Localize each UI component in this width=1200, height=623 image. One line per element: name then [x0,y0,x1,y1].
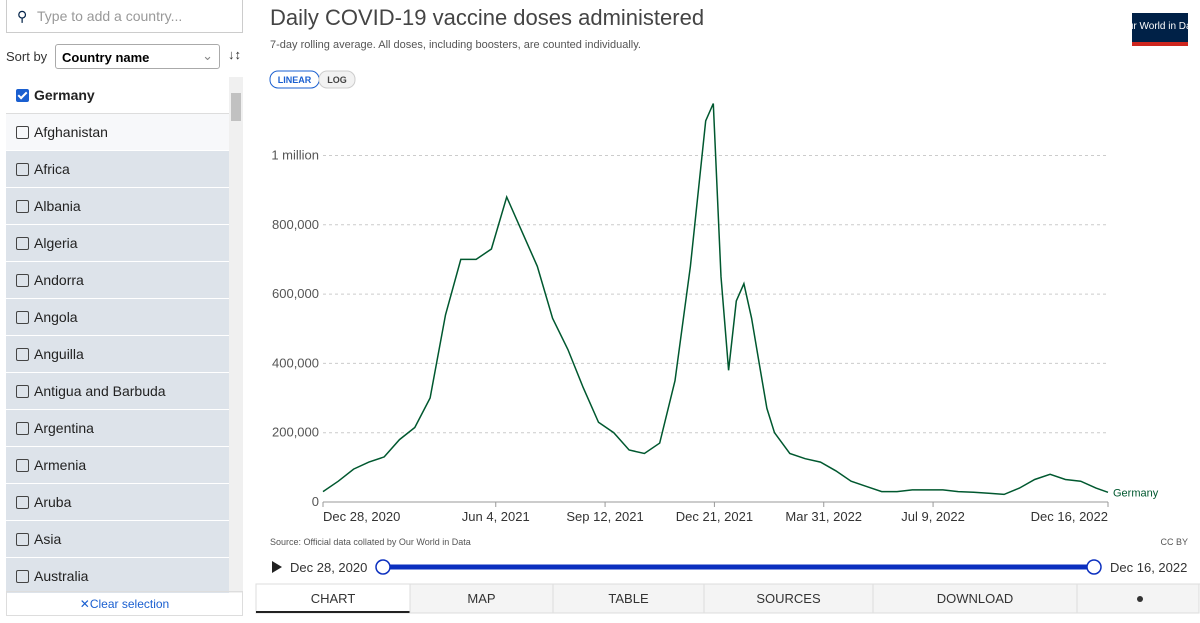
checkbox[interactable] [16,310,29,324]
tab[interactable] [703,583,874,614]
sort-label: Sort by [6,49,48,64]
x-tick-label: Dec 21, 2021 [676,509,753,524]
country-row[interactable]: Asia [6,521,229,558]
tab[interactable] [552,583,705,614]
country-name: Afghanistan [34,124,108,140]
tab-label: SOURCES [756,591,821,606]
timeline-handle-start[interactable] [375,559,391,575]
y-tick-label: 600,000 [272,286,319,301]
checkbox[interactable] [16,495,29,509]
timeline-end: Dec 16, 2022 [1110,560,1187,575]
scrollbar[interactable] [229,77,243,593]
checkbox[interactable] [16,236,29,250]
country-name: Algeria [34,235,78,251]
checkbox[interactable] [16,532,29,546]
country-row[interactable]: Argentina [6,410,229,447]
search-placeholder: Type to add a country... [37,8,183,24]
country-row[interactable]: Andorra [6,262,229,299]
chart-subtitle: 7-day rolling average. All doses, includ… [270,39,641,51]
country-name: Anguilla [34,346,84,362]
logo-text: Our World in Data [1120,21,1200,32]
y-tick-label: 1 million [271,147,319,162]
country-name: Asia [34,531,62,547]
tab-label: MAP [467,591,495,606]
checkbox[interactable] [16,162,29,176]
logo-box[interactable] [1132,13,1188,46]
tab-label: TABLE [608,591,649,606]
country-row[interactable]: Albania [6,188,229,225]
license: CC BY [1160,537,1188,547]
search-box[interactable]: ⚲ Type to add a country... [6,0,243,33]
sidebar: ⚲ Type to add a country... Sort by Countr… [0,0,250,623]
country-row[interactable]: Afghanistan [6,114,229,151]
checkbox[interactable] [16,384,29,398]
checkbox[interactable] [16,347,29,361]
y-tick-label: 200,000 [272,425,319,440]
share-icon [1137,596,1143,602]
country-name: Australia [34,568,89,584]
tab-label: CHART [311,591,356,606]
y-tick-label: 0 [312,494,319,509]
country-name: Armenia [34,457,87,473]
tab[interactable] [409,583,554,614]
checkbox[interactable] [16,199,29,213]
series-label[interactable]: Germany [1113,487,1159,499]
country-name: Albania [34,198,81,214]
scale-button-label: LINEAR [278,75,312,85]
country-name: Argentina [34,420,94,436]
x-tick-label: Mar 31, 2022 [785,509,862,524]
tab-label: DOWNLOAD [937,591,1014,606]
country-row[interactable]: Antigua and Barbuda [6,373,229,410]
x-tick-label: Dec 28, 2020 [323,509,400,524]
timeline-handle-end[interactable] [1086,559,1102,575]
country-row[interactable]: Angola [6,299,229,336]
timeline-start: Dec 28, 2020 [290,560,367,575]
play-button[interactable] [272,561,282,573]
y-tick-label: 800,000 [272,217,319,232]
x-tick-label: Jun 4, 2021 [462,509,530,524]
sort-order-button[interactable]: ↓↕ [228,47,241,62]
country-row[interactable]: Algeria [6,225,229,262]
country-name: Africa [34,161,70,177]
scale-button[interactable] [318,70,356,89]
country-row[interactable]: Aruba [6,484,229,521]
country-name: Angola [34,309,78,325]
country-row[interactable]: Australia [6,558,229,593]
country-name: Andorra [34,272,84,288]
checkbox[interactable] [16,88,29,102]
chart-title: Daily COVID-19 vaccine doses administere… [270,5,704,30]
country-name: Germany [34,87,95,103]
country-name: Aruba [34,494,72,510]
scale-button-label: LOG [327,75,347,85]
x-tick-label: Dec 16, 2022 [1031,509,1108,524]
sort-select[interactable]: Country name ⌄ [55,44,220,69]
country-row[interactable]: Africa [6,151,229,188]
checkbox[interactable] [16,125,29,139]
country-row[interactable]: Anguilla [6,336,229,373]
country-name: Antigua and Barbuda [34,383,166,399]
logo-stripe [1132,42,1188,46]
country-list: Germany Afghanistan Africa Albania Algeria An… [6,77,229,593]
checkbox[interactable] [16,421,29,435]
country-row[interactable]: Armenia [6,447,229,484]
clear-selection-button[interactable]: ✕Clear selection [6,591,243,616]
clear-label: Clear selection [89,597,170,611]
x-tick-label: Sep 12, 2021 [566,509,643,524]
x-tick-label: Jul 9, 2022 [901,509,965,524]
checkbox[interactable] [16,569,29,583]
y-tick-label: 400,000 [272,355,319,370]
checkbox[interactable] [16,458,29,472]
checkbox[interactable] [16,273,29,287]
search-icon: ⚲ [17,8,28,24]
country-row[interactable]: Germany [6,77,229,114]
series-line [322,103,1109,496]
sort-option: Country name [62,50,150,65]
source: Source: Official data collated by Our Wo… [270,537,471,547]
tab[interactable] [872,583,1078,614]
